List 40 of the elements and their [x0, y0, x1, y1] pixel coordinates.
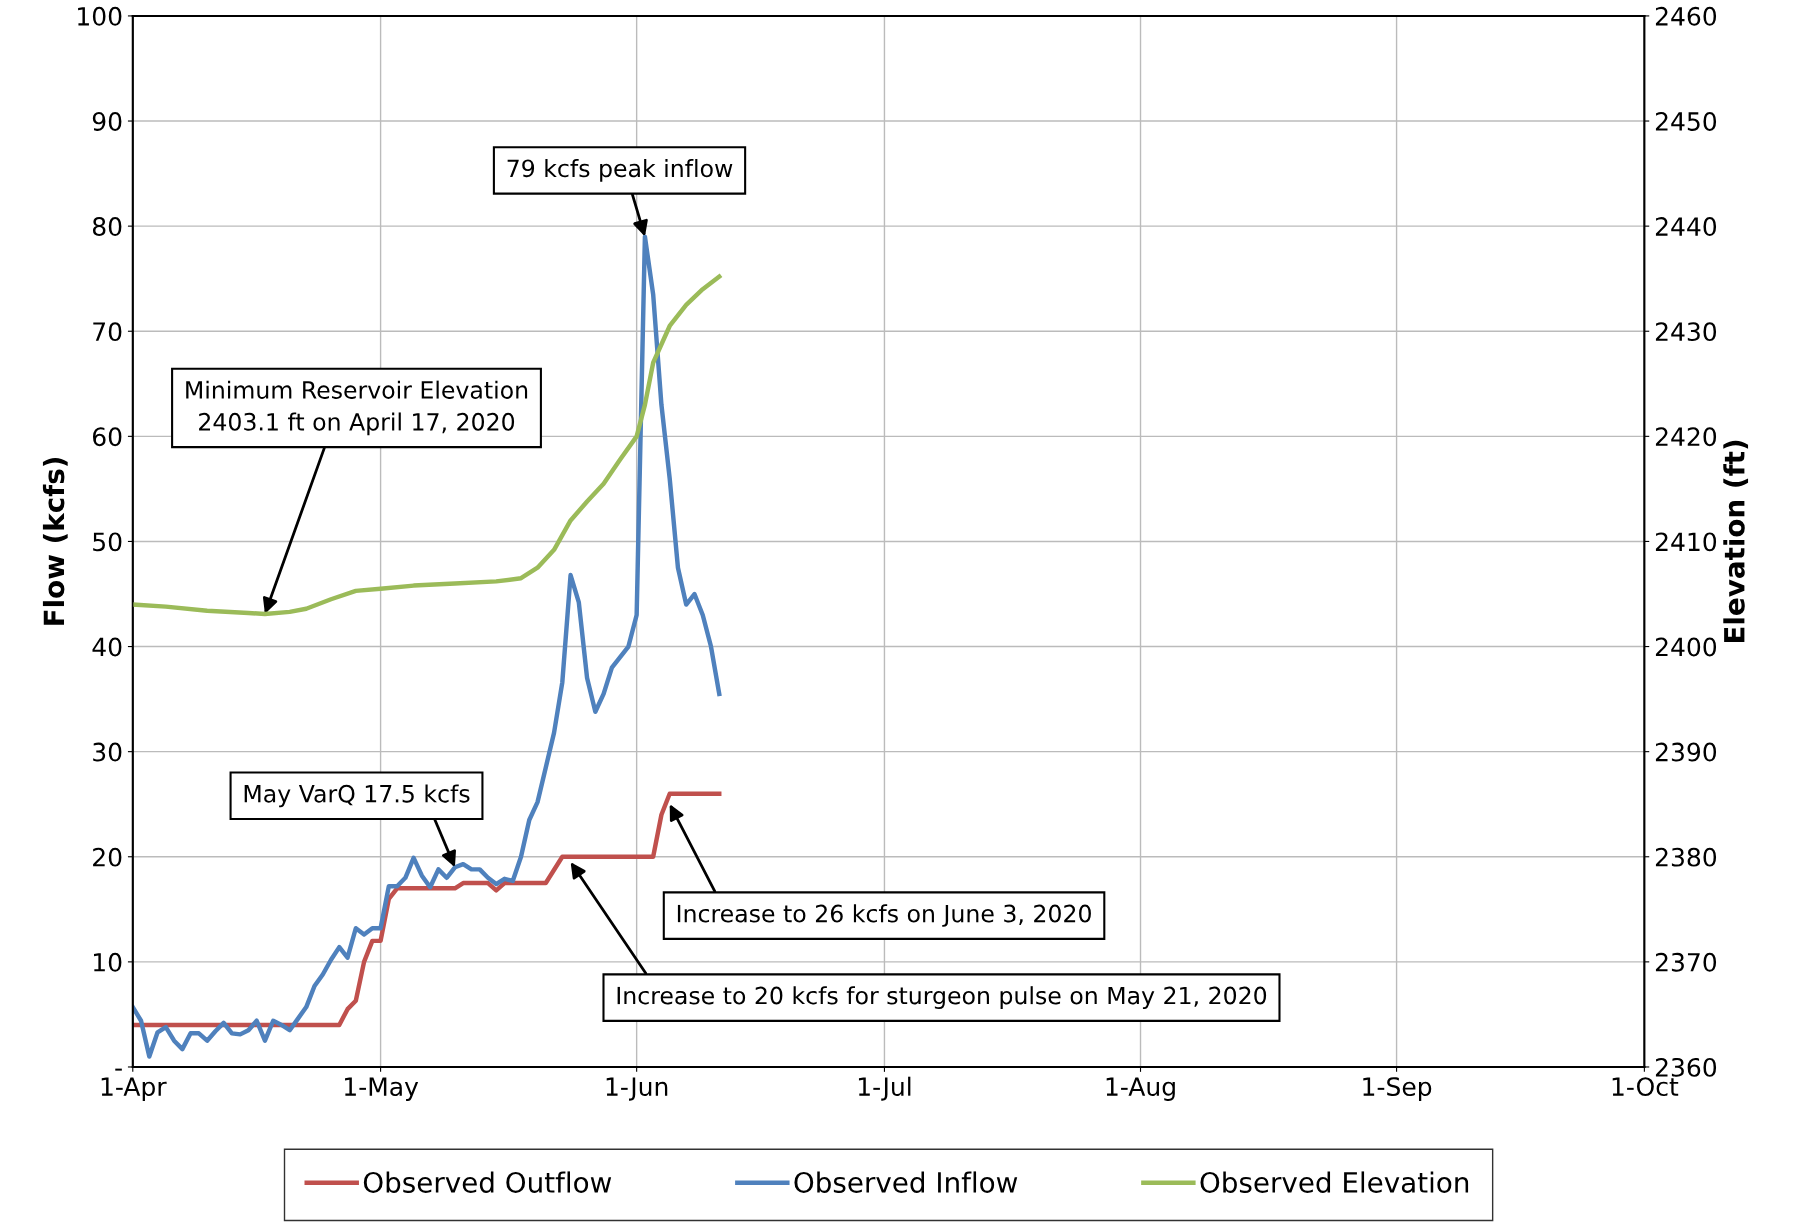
y-tick-label: - [115, 1068, 122, 1071]
x-tick-label: 1-Oct [1612, 1077, 1679, 1097]
y-tick-label: 30 [93, 742, 122, 762]
y-tick-label: 70 [93, 322, 122, 342]
y2-tick-label: 2400 [1655, 637, 1717, 657]
x-tick-label: 1-Sep [1363, 1077, 1432, 1101]
annotation: May VarQ 17.5 kcfs [244, 784, 470, 808]
y2-tick-label: 2360 [1655, 1057, 1717, 1077]
x-tick-label: 1-Jun [606, 1077, 668, 1101]
y-tick-label: 80 [92, 217, 122, 236]
annotation: Increase to 20 kcfs for sturgeon pulse on May 21, 2020 [617, 986, 1267, 1010]
y2-tick-label: 2430 [1655, 322, 1717, 342]
y2-tick-label: 2410 [1655, 532, 1717, 552]
legend-label: Observed Elevation [1200, 1171, 1469, 1193]
legend-label: Observed Inflow [794, 1171, 1018, 1193]
annotation: Increase to 26 kcfs on June 3, 2020 [677, 904, 1091, 927]
y2-tick-label: 2450 [1655, 111, 1717, 131]
y-tick-label: 60 [93, 427, 122, 447]
x-tick-label: 1-May [345, 1077, 419, 1101]
y-tick-label: 50 [93, 532, 122, 552]
y-tick-label: 100 [78, 6, 122, 26]
y-tick-label: 10 [94, 952, 122, 972]
line-series [132, 274, 722, 617]
y2-tick-label: 2420 [1655, 427, 1717, 447]
annotation: 79 kcfs peak inflow [507, 159, 733, 182]
y2-tick-label: 2390 [1655, 742, 1717, 762]
legend-label: Observed Outflow [363, 1171, 612, 1193]
y2-tick-label: 2440 [1655, 217, 1717, 236]
y2-axis-title: Elevation (ft) [1723, 440, 1749, 643]
y2-tick-label: 2370 [1655, 952, 1717, 972]
y-tick-label: 40 [92, 637, 122, 657]
y2-tick-label: 2460 [1655, 6, 1717, 26]
annotation: Minimum Reservoir Elevation 2403.1 ft on April 17, 2020 [186, 380, 528, 436]
x-tick-label: 1-Jul [858, 1076, 911, 1101]
x-tick-label: 1-Apr [101, 1077, 167, 1101]
y-tick-label: 90 [92, 111, 122, 131]
y-tick-label: 20 [93, 847, 122, 867]
x-tick-label: 1-Aug [1106, 1077, 1175, 1101]
y-axis-title: Flow (kcfs) [42, 457, 68, 625]
y2-tick-label: 2380 [1655, 847, 1717, 867]
